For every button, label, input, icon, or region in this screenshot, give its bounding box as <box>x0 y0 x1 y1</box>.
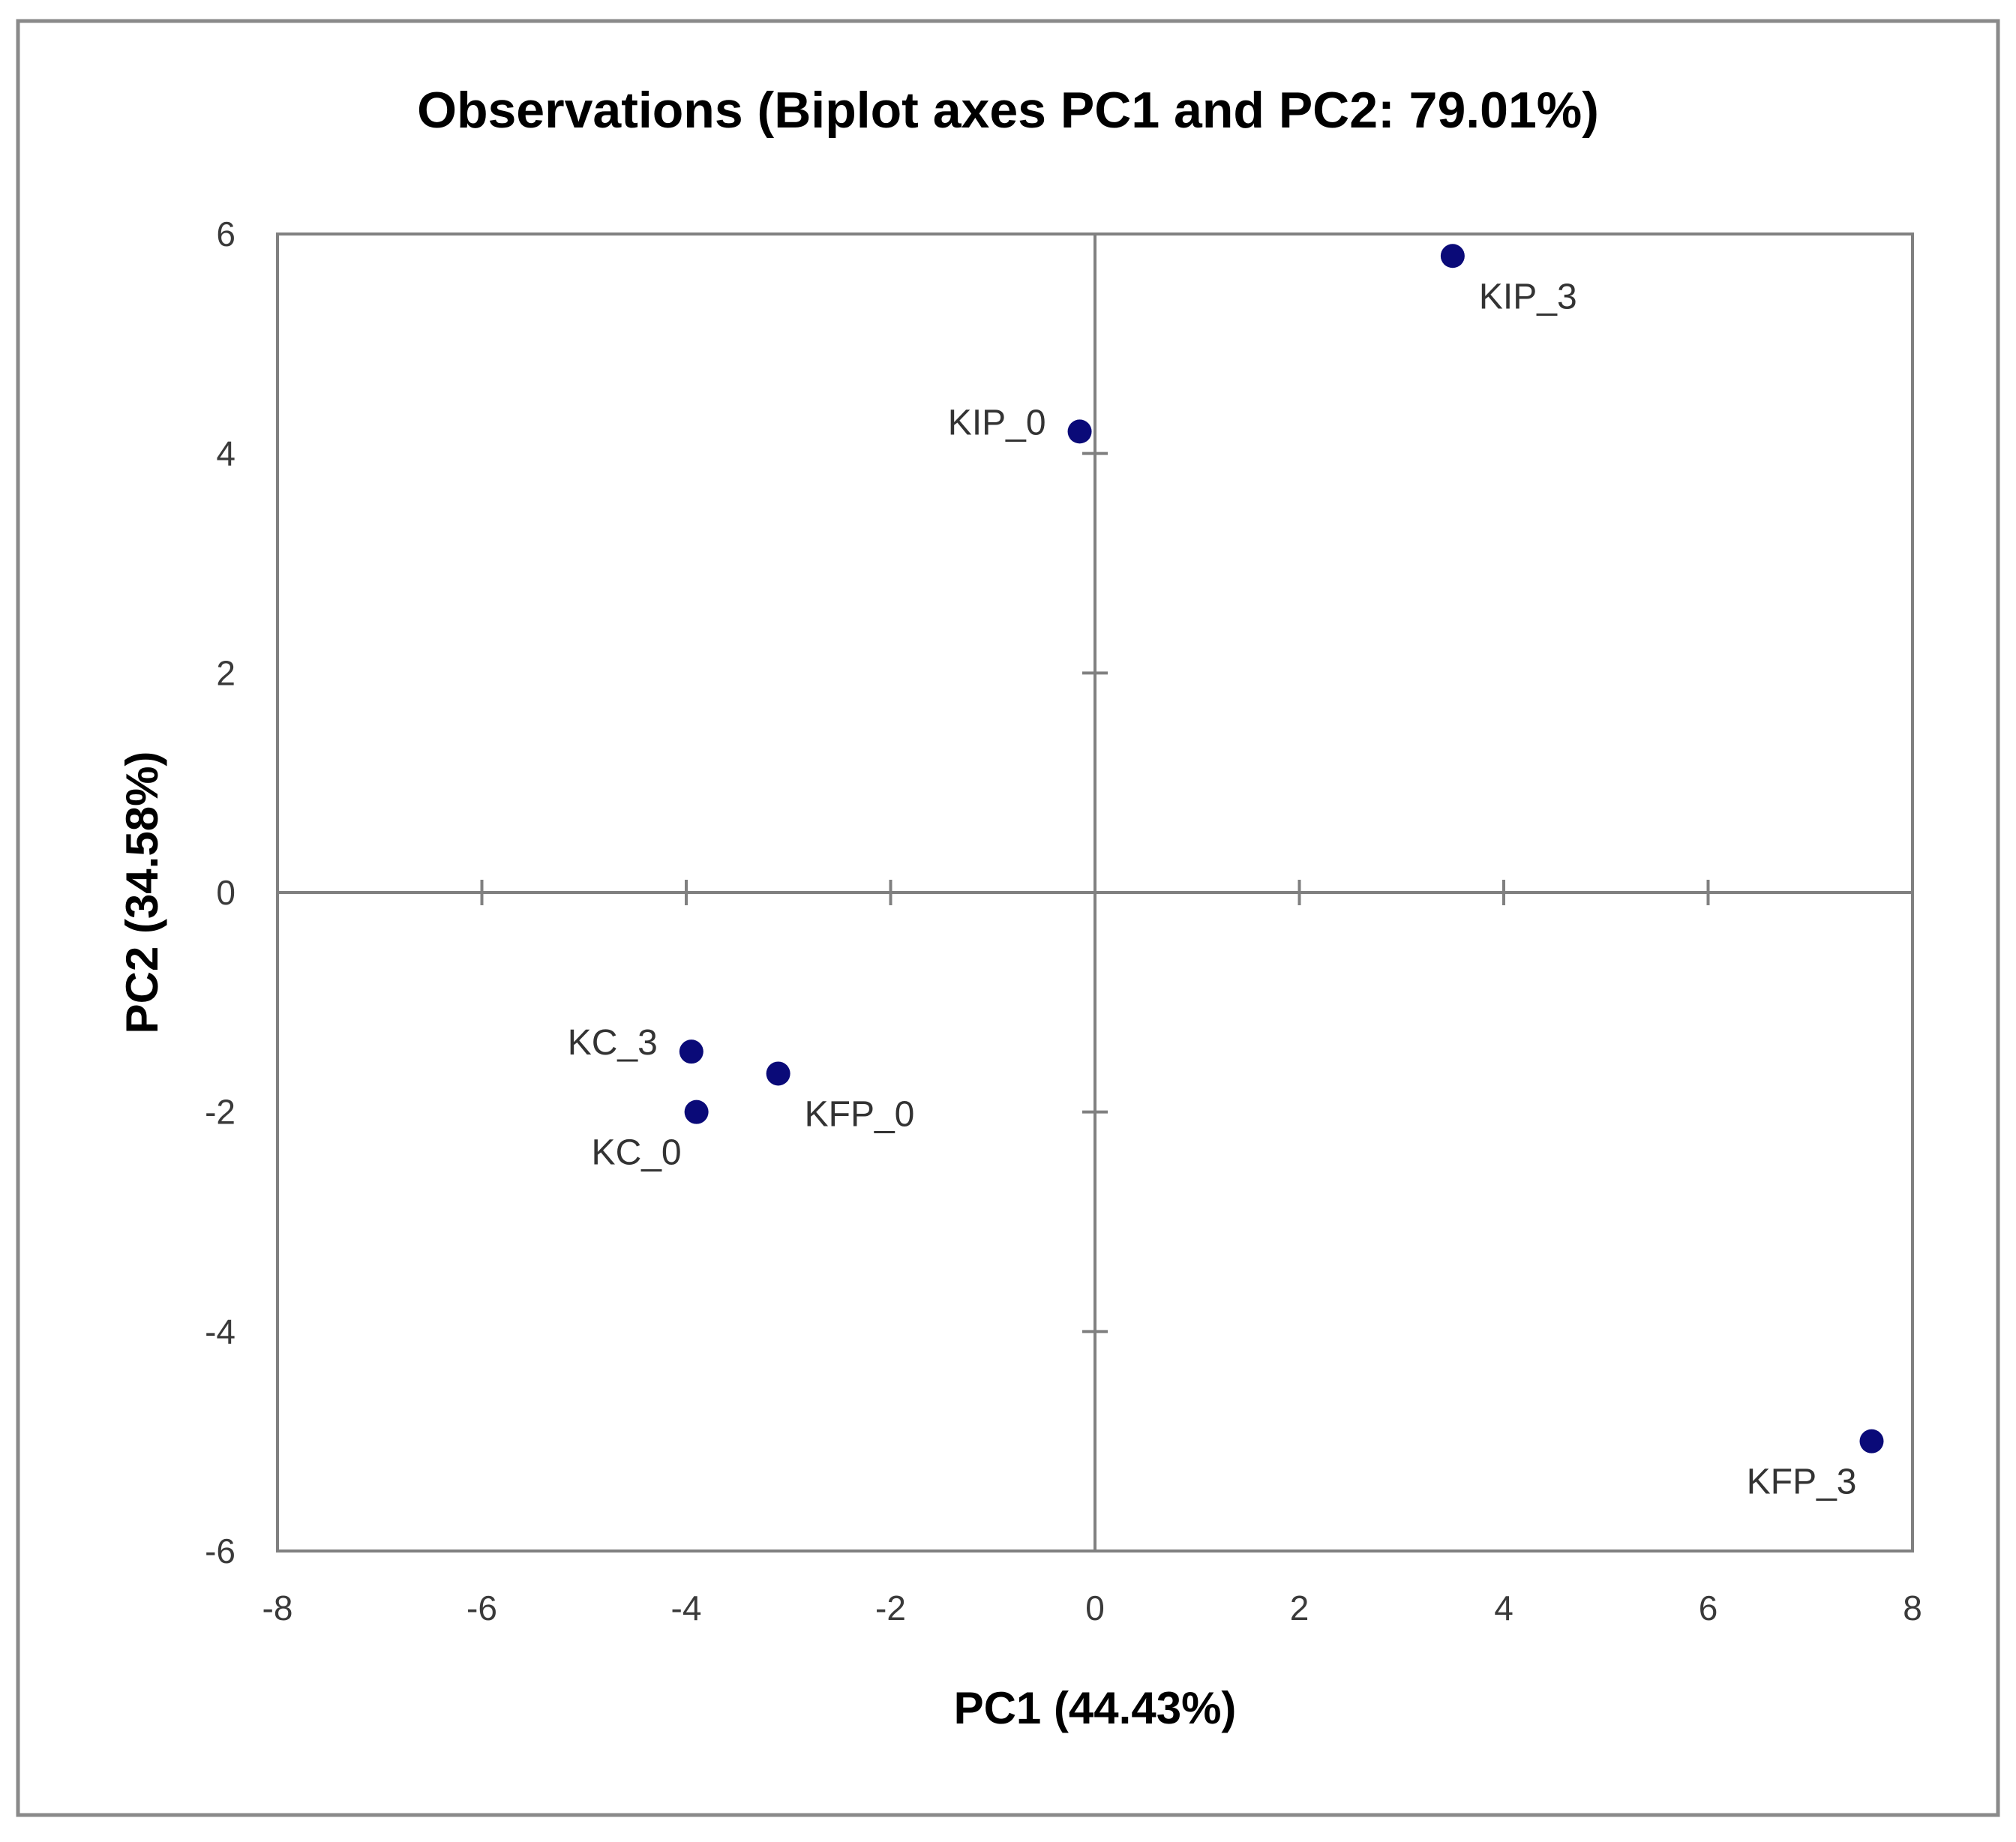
y-tick-label: -6 <box>205 1532 236 1570</box>
outer-frame <box>16 19 2000 1817</box>
data-point <box>766 1061 790 1086</box>
ticks-group: -8 -6 -4 -2 0 2 4 6 8 -6 -4 -2 0 2 4 6 <box>205 214 1922 1628</box>
chart-title: Observations (Biplot axes PC1 and PC2: 7… <box>417 82 1599 139</box>
points-group: KIP_3 KIP_0 KC_3 KFP_0 KC_0 KFP_3 <box>568 244 1884 1502</box>
x-tick-label: -4 <box>671 1588 702 1628</box>
data-point <box>684 1100 709 1124</box>
y-tick-label: 4 <box>216 434 236 473</box>
x-tick-label: 4 <box>1494 1588 1514 1628</box>
data-point <box>1859 1429 1884 1454</box>
point-label: KFP_0 <box>805 1094 915 1134</box>
x-tick-label: 8 <box>1903 1588 1922 1628</box>
point-label: KC_0 <box>592 1133 682 1173</box>
data-point <box>1067 419 1092 444</box>
y-tick-label: 2 <box>216 653 236 692</box>
x-tick-label: 0 <box>1085 1588 1105 1628</box>
data-point <box>1440 244 1465 268</box>
x-tick-label: 6 <box>1699 1588 1718 1628</box>
point-label: KIP_0 <box>948 403 1046 442</box>
y-tick-label: 6 <box>216 214 236 254</box>
x-tick-label: -8 <box>262 1588 293 1628</box>
y-tick-label: -4 <box>205 1312 236 1351</box>
point-label: KFP_3 <box>1747 1462 1857 1502</box>
data-point <box>679 1040 704 1064</box>
y-tick-label: 0 <box>216 873 236 912</box>
x-tick-label: -2 <box>875 1588 906 1628</box>
point-label: KIP_3 <box>1479 277 1577 316</box>
y-axis-label: PC2 (34.58%) <box>117 752 167 1034</box>
y-tick-label: -2 <box>205 1093 236 1132</box>
x-tick-label: 2 <box>1290 1588 1310 1628</box>
x-axis-label: PC1 (44.43%) <box>954 1683 1237 1733</box>
point-label: KC_3 <box>568 1023 658 1063</box>
x-tick-label: -6 <box>466 1588 497 1628</box>
